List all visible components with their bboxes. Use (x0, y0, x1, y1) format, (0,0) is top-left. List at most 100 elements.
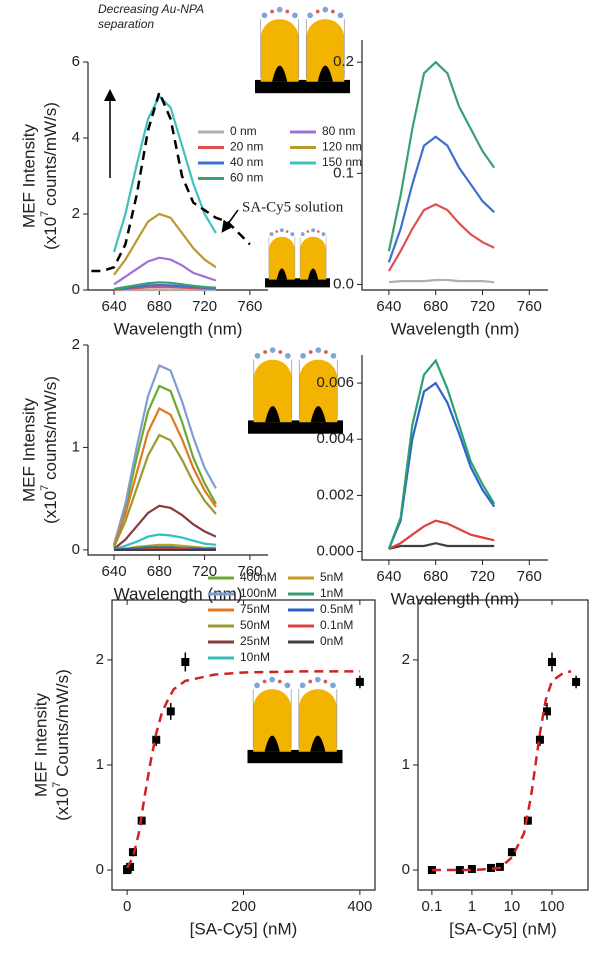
x-tick-label: 640 (102, 563, 127, 580)
x-tick-label: 760 (517, 298, 542, 315)
y-tick-label: 0.000 (316, 543, 354, 560)
y-tick-label: 2 (96, 651, 104, 668)
y-tick-label: 0.2 (333, 53, 354, 70)
axes (361, 355, 548, 561)
x-tick-label: 640 (376, 568, 401, 585)
data-point (572, 677, 581, 686)
x-tick-label: 10 (504, 898, 521, 915)
legend-label: 60 nm (230, 171, 263, 185)
series-line (388, 519, 495, 550)
y-axis-label: MEF Intensity (19, 124, 38, 228)
y-axis-label: MEF Intensity (31, 693, 50, 797)
legend-label: 40 nm (230, 155, 263, 169)
series-line (387, 358, 496, 550)
legend-label: 0nM (320, 634, 343, 648)
series-line (113, 212, 217, 276)
data-point (427, 866, 436, 875)
series-line (113, 533, 217, 551)
legend-label: 150 nm (322, 155, 362, 169)
series-line (112, 384, 217, 546)
y-tick-label: 0.1 (333, 164, 354, 181)
y-axis-unit: (x107 counts/mW/s) (39, 102, 61, 250)
x-tick-label: 100 (539, 898, 564, 915)
x-tick-label: 760 (237, 298, 262, 315)
data-point (126, 862, 135, 871)
x-tick-label: 0.1 (421, 898, 442, 915)
x-tick-label: 640 (376, 298, 401, 315)
unit-suffix: counts/mW/s) (41, 102, 60, 211)
legend-label: 80 nm (322, 124, 355, 138)
y-tick-label: 4 (72, 129, 80, 146)
x-tick-label: 680 (423, 298, 448, 315)
unit-suffix: Counts/mW/s) (53, 669, 72, 781)
y-axis-unit: (x107 Counts/mW/s) (51, 669, 73, 821)
annotation: separation (98, 17, 154, 31)
data-point (152, 735, 161, 744)
legend-label: 100nM (240, 586, 277, 600)
series-line (113, 256, 217, 286)
unit-exponent: 7 (39, 211, 51, 217)
axes (87, 345, 268, 556)
legend-label: 0 nm (230, 124, 257, 138)
series-line (387, 60, 496, 252)
legend-label: 75nM (240, 602, 270, 616)
unit-exponent: 7 (39, 485, 51, 491)
data-point (166, 707, 175, 716)
nanostructure-icon (247, 676, 343, 764)
x-tick-label: 680 (147, 563, 172, 580)
x-tick-label: 720 (192, 298, 217, 315)
y-tick-label: 0.002 (316, 486, 354, 503)
unit-suffix: counts/mW/s) (41, 376, 60, 485)
nanostructure-icon (264, 227, 331, 288)
annotation-arrow (221, 209, 239, 233)
y-tick-label: 1 (96, 756, 104, 773)
x-tick-label: 400 (347, 898, 372, 915)
series-line (91, 88, 251, 273)
series-line (126, 670, 360, 869)
series-line (112, 364, 217, 546)
legend-label: 120 nm (322, 140, 362, 154)
data-point (487, 863, 496, 872)
x-axis-label: [SA-Cy5] (nM) (190, 919, 298, 938)
legend-label: 0.1nM (320, 618, 353, 632)
data-point (455, 866, 464, 875)
x-tick-label: 1 (468, 898, 476, 915)
y-tick-label: 0 (96, 861, 104, 878)
series-line (387, 381, 496, 550)
x-tick-label: 640 (102, 298, 127, 315)
x-axis-label: Wavelength (nm) (114, 319, 243, 338)
data-point (523, 816, 532, 825)
y-axis-label: MEF Intensity (19, 398, 38, 502)
series-line (388, 278, 495, 284)
y-tick-label: 2 (72, 336, 80, 353)
legend-label: 5nM (320, 570, 343, 584)
series-line (387, 135, 495, 263)
annotation: Decreasing Au-NPA (98, 2, 204, 16)
x-tick-label: 720 (192, 563, 217, 580)
plot-frame (417, 599, 589, 891)
x-axis-label: Wavelength (nm) (391, 589, 520, 608)
data-point (542, 707, 551, 716)
x-tick-label: 760 (517, 568, 542, 585)
series-line (113, 504, 217, 550)
y-tick-label: 0 (72, 541, 80, 558)
y-axis-unit: (x107 counts/mW/s) (39, 376, 61, 524)
y-tick-label: 0.004 (316, 430, 354, 447)
x-tick-label: 720 (470, 298, 495, 315)
y-tick-label: 2 (72, 205, 80, 222)
unit-exponent: 7 (51, 782, 63, 788)
series-line (431, 670, 572, 872)
data-point (507, 848, 516, 857)
data-point (181, 657, 190, 666)
x-axis-label: Wavelength (nm) (391, 319, 520, 338)
data-point (355, 677, 364, 686)
series-line (113, 281, 216, 290)
legend-label: 1nM (320, 586, 343, 600)
y-tick-label: 6 (72, 53, 80, 70)
legend-label: 0.5nM (320, 602, 353, 616)
legend-label: 20 nm (230, 140, 263, 154)
x-tick-label: 0 (123, 898, 131, 915)
data-point (535, 735, 544, 744)
y-tick-label: 0.0 (333, 275, 354, 292)
